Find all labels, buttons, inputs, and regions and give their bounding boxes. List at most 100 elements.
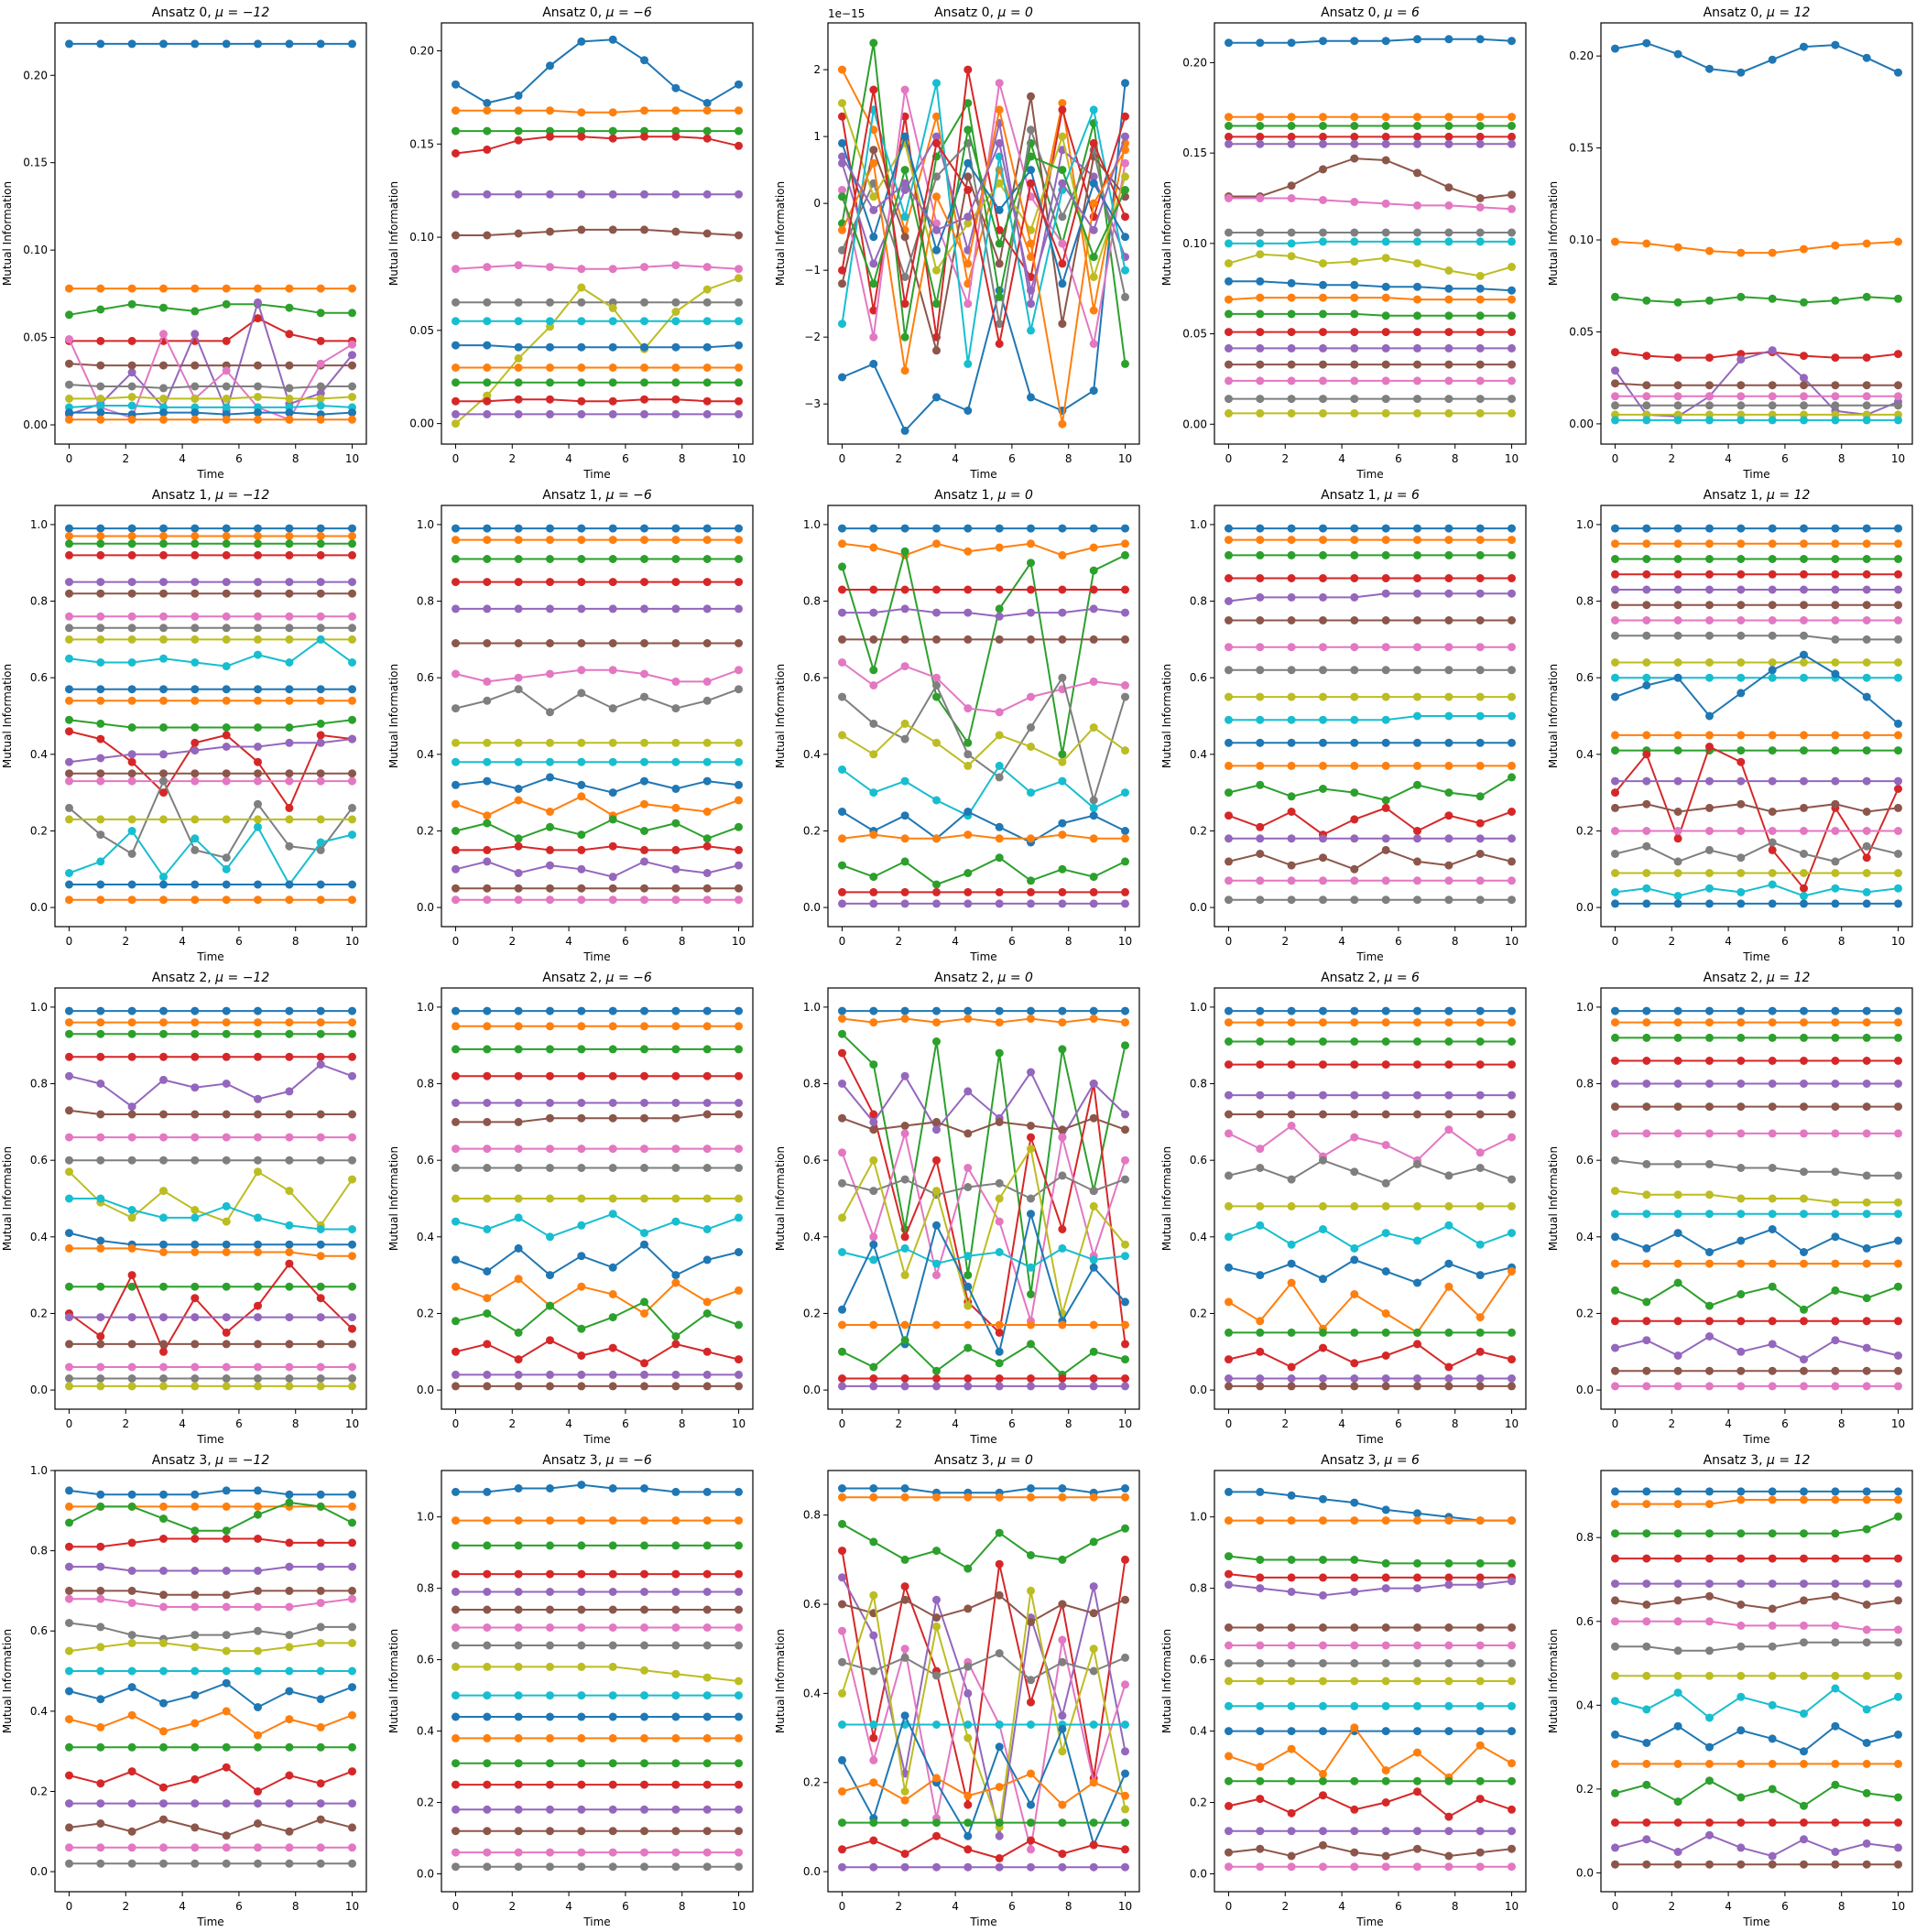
y-tick-label: 0.6 (1576, 671, 1594, 684)
data-point (1508, 1623, 1516, 1632)
data-point (96, 532, 105, 540)
data-point (1673, 585, 1682, 594)
data-point (640, 1691, 648, 1700)
data-point (1350, 1382, 1359, 1391)
data-point (900, 1653, 909, 1662)
data-point (1413, 1110, 1421, 1119)
data-point (254, 393, 262, 401)
data-point (159, 1187, 168, 1196)
data-point (577, 1071, 586, 1080)
data-point (869, 873, 878, 882)
data-point (1475, 1091, 1485, 1100)
data-point (671, 757, 680, 766)
data-point (127, 815, 136, 824)
data-point (348, 284, 356, 293)
data-point (483, 696, 492, 705)
chart-title: Ansatz 3, μ = 0 (934, 1453, 1033, 1468)
data-point (348, 1362, 356, 1372)
data-point (1894, 658, 1902, 667)
data-point (671, 604, 680, 613)
data-point (932, 1117, 941, 1126)
data-point (1475, 616, 1485, 624)
data-point (514, 685, 523, 694)
data-point (1611, 631, 1619, 640)
data-point (222, 550, 231, 559)
data-point (127, 1156, 136, 1165)
data-point (514, 126, 523, 136)
data-point (1256, 524, 1265, 533)
data-point (1058, 1125, 1067, 1134)
data-point (1225, 1060, 1233, 1069)
data-point (285, 1282, 294, 1291)
series-line (455, 1243, 739, 1276)
data-point (1508, 895, 1516, 905)
data-point (127, 1133, 136, 1142)
data-point (1027, 876, 1035, 885)
data-point (348, 1313, 356, 1322)
x-tick-label: 4 (1338, 1417, 1345, 1430)
data-point (222, 1110, 231, 1119)
data-point (127, 1018, 136, 1027)
data-point (285, 1859, 294, 1868)
data-point (452, 578, 460, 587)
data-point (1225, 408, 1233, 418)
data-point (1319, 1275, 1327, 1284)
data-point (1800, 1006, 1808, 1015)
data-point (577, 132, 586, 141)
y-tick-label: 1.0 (1576, 1001, 1594, 1014)
data-point (191, 1690, 200, 1699)
data-point (65, 1486, 73, 1495)
data-point (127, 624, 136, 633)
data-point (577, 604, 586, 613)
data-point (254, 1362, 262, 1372)
data-point (932, 1187, 941, 1196)
data-point (1089, 1320, 1098, 1330)
data-point (1800, 746, 1808, 755)
data-point (285, 361, 294, 370)
data-point (348, 1767, 356, 1776)
data-point (222, 624, 231, 633)
data-point (1256, 780, 1265, 789)
data-point (932, 1818, 941, 1828)
data-point (483, 1827, 492, 1836)
data-point (1256, 239, 1265, 248)
data-point (1444, 811, 1453, 820)
data-point (1225, 1701, 1233, 1710)
data-point (608, 1780, 617, 1789)
series-line (1615, 1281, 1899, 1311)
data-point (285, 624, 294, 633)
data-point (1894, 1210, 1902, 1219)
data-point (1862, 1129, 1871, 1138)
data-point (546, 263, 554, 272)
data-point (348, 1225, 356, 1233)
series-line (455, 1212, 739, 1238)
data-point (127, 1340, 136, 1349)
data-point (1256, 715, 1265, 724)
data-point (1287, 293, 1296, 302)
data-point (1475, 589, 1485, 598)
data-point (1225, 550, 1233, 559)
data-point (1225, 38, 1233, 48)
data-point (1089, 179, 1098, 188)
data-point (316, 1133, 325, 1142)
data-point (1508, 1060, 1516, 1069)
data-point (96, 815, 105, 824)
data-point (1508, 237, 1516, 246)
data-point (1027, 834, 1035, 843)
data-point (1121, 1747, 1129, 1756)
series-line (69, 384, 353, 389)
data-point (191, 612, 200, 621)
data-point (1413, 1374, 1421, 1383)
data-point (1027, 1484, 1035, 1492)
data-point (671, 1340, 680, 1349)
data-point (1800, 1129, 1808, 1138)
data-point (1058, 1133, 1067, 1142)
data-point (452, 80, 460, 89)
data-point (316, 1252, 325, 1261)
data-point (963, 1800, 973, 1809)
x-tick-label: 10 (732, 1900, 746, 1913)
data-point (671, 1862, 680, 1872)
data-point (838, 320, 846, 329)
data-point (671, 1805, 680, 1814)
data-point (1225, 360, 1233, 369)
